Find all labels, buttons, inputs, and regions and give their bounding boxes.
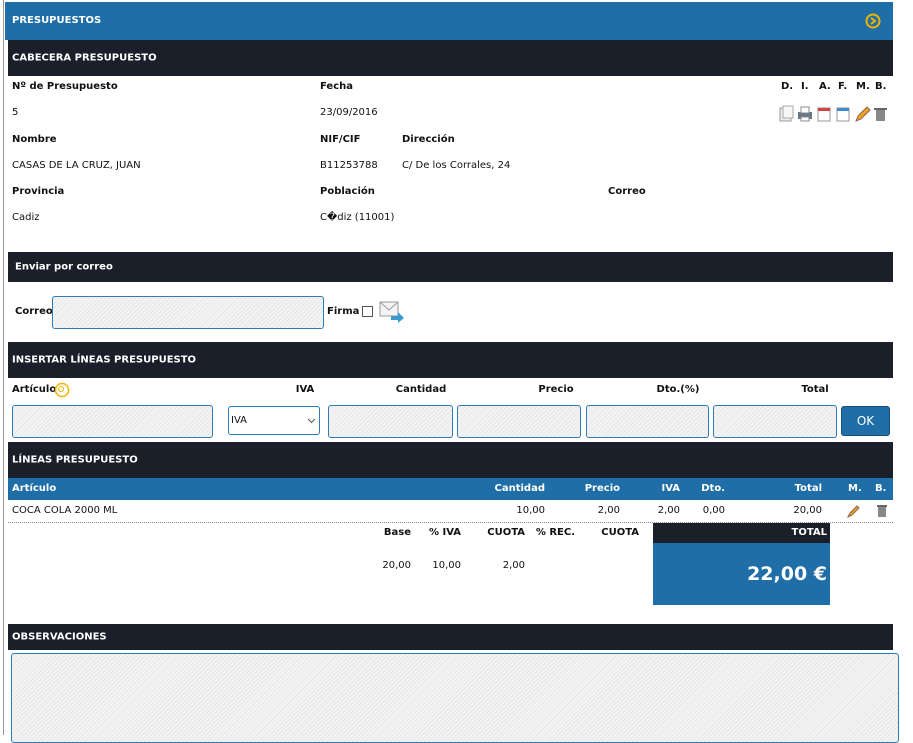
column-header: IVA: [661, 483, 680, 494]
table-header: [8, 478, 893, 500]
total-value: 22,00 €: [747, 563, 827, 585]
cell: 2,00: [597, 505, 620, 516]
header-bar: PRESUPUESTOS: [5, 2, 893, 40]
section-bar: OBSERVACIONES: [8, 624, 893, 650]
email-input[interactable]: [52, 296, 324, 329]
send-icon[interactable]: [379, 300, 405, 324]
totals-header: Base: [383, 527, 411, 538]
field-label: Dirección: [402, 134, 455, 145]
precio-input[interactable]: [457, 405, 581, 438]
column-header: Total: [801, 384, 829, 395]
field-value: C/ De los Corrales, 24: [402, 160, 511, 171]
action-label: B.: [875, 81, 887, 92]
cell: 20,00: [793, 505, 822, 516]
field-value: 23/09/2016: [320, 107, 378, 118]
column-header: IVA: [295, 384, 315, 395]
action-label: D.: [781, 81, 794, 92]
field-label: Correo: [608, 186, 646, 197]
section-title: LÍNEAS PRESUPUESTO: [12, 454, 138, 466]
field-label: Nombre: [12, 134, 57, 145]
section-bar: Enviar por correo: [8, 252, 893, 282]
action-label: I.: [801, 81, 809, 92]
totals-header: CUOTA: [487, 527, 525, 538]
column-header: Total: [794, 483, 822, 494]
section-title: OBSERVACIONES: [12, 631, 107, 643]
totals-value: 2,00: [502, 560, 525, 571]
cantidad-input[interactable]: [328, 405, 453, 438]
header-title: PRESUPUESTOS: [12, 15, 102, 26]
totals-header: % REC.: [535, 527, 575, 538]
section-bar: INSERTAR LÍNEAS PRESUPUESTO: [8, 342, 893, 378]
section-title: Enviar por correo: [15, 261, 113, 273]
total-box: 22,00 €: [653, 543, 830, 605]
action-icons[interactable]: [778, 105, 890, 123]
cell: COCA COLA 2000 ML: [12, 505, 118, 516]
field-value: C�diz (11001): [320, 212, 395, 223]
totals-header: CUOTA: [601, 527, 639, 538]
field-value: CASAS DE LA CRUZ, JUAN: [12, 160, 141, 171]
delete-icon[interactable]: [876, 504, 888, 518]
select-text: IVA: [231, 415, 247, 426]
field-label: Nº de Presupuesto: [12, 81, 118, 92]
search-icon[interactable]: [54, 382, 70, 398]
field-value: B11253788: [320, 160, 378, 171]
cell: 10,00: [516, 505, 545, 516]
column-header: Artículo: [12, 384, 57, 395]
action-label: A.: [819, 81, 831, 92]
section-title: CABECERA PRESUPUESTO: [12, 52, 157, 64]
total-header: TOTAL: [653, 523, 830, 543]
section-bar: CABECERA PRESUPUESTO: [8, 40, 893, 76]
column-header: Dto.(%): [656, 384, 700, 395]
cell: 2,00: [657, 505, 680, 516]
ok-button[interactable]: OK: [841, 406, 890, 436]
column-header: Artículo: [12, 483, 57, 494]
column-header: Precio: [584, 483, 620, 494]
field-label: Correo: [15, 306, 53, 317]
total-label: TOTAL: [791, 527, 827, 538]
totals-value: 10,00: [432, 560, 461, 571]
column-header: B.: [875, 483, 887, 494]
field-label: Fecha: [320, 81, 354, 92]
column-header: Dto.: [701, 483, 725, 494]
section-title: INSERTAR LÍNEAS PRESUPUESTO: [12, 354, 197, 366]
column-header: Cantidad: [395, 384, 447, 395]
edit-icon[interactable]: [847, 504, 861, 518]
select-arrow: [307, 418, 316, 424]
total-input[interactable]: [713, 405, 837, 438]
totals-header: % IVA: [428, 527, 461, 538]
row-separator: [8, 522, 893, 523]
dto-input[interactable]: [586, 405, 709, 438]
border: [3, 0, 4, 735]
totals-value: 20,00: [382, 560, 411, 571]
iva-select[interactable]: IVA: [228, 406, 320, 435]
column-header: Cantidad: [494, 483, 545, 494]
field-value: Cadiz: [12, 212, 40, 223]
field-label: Población: [320, 186, 375, 197]
field-label: Provincia: [12, 186, 65, 197]
action-label: M.: [856, 81, 870, 92]
help-icon[interactable]: [865, 13, 881, 29]
field-value: 5: [12, 107, 19, 118]
cell: 0,00: [702, 505, 725, 516]
observaciones-textarea[interactable]: [11, 653, 899, 743]
field-label: Firma: [327, 306, 360, 317]
action-label: F.: [838, 81, 848, 92]
column-header: M.: [848, 483, 862, 494]
firma-checkbox[interactable]: [362, 306, 373, 317]
articulo-input[interactable]: [12, 405, 213, 438]
field-label: NIF/CIF: [320, 134, 361, 145]
column-header: Precio: [538, 384, 574, 395]
section-bar: LÍNEAS PRESUPUESTO: [8, 442, 893, 478]
